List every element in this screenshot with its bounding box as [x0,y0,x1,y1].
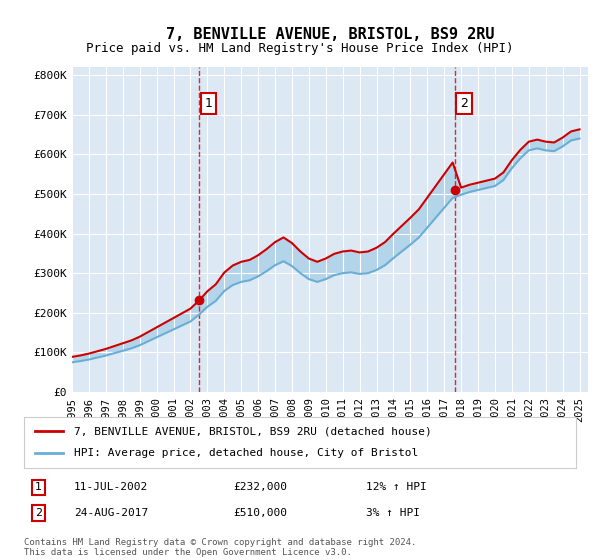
Text: 11-JUL-2002: 11-JUL-2002 [74,482,148,492]
Text: 12% ↑ HPI: 12% ↑ HPI [366,482,427,492]
Text: £510,000: £510,000 [234,508,288,518]
Text: Price paid vs. HM Land Registry's House Price Index (HPI): Price paid vs. HM Land Registry's House … [86,42,514,55]
Text: £232,000: £232,000 [234,482,288,492]
Text: Contains HM Land Registry data © Crown copyright and database right 2024.
This d: Contains HM Land Registry data © Crown c… [24,538,416,557]
Text: 2: 2 [35,508,42,518]
Text: 2: 2 [460,97,468,110]
Text: 3% ↑ HPI: 3% ↑ HPI [366,508,420,518]
Text: 24-AUG-2017: 24-AUG-2017 [74,508,148,518]
Text: HPI: Average price, detached house, City of Bristol: HPI: Average price, detached house, City… [74,449,418,459]
Text: 7, BENVILLE AVENUE, BRISTOL, BS9 2RU (detached house): 7, BENVILLE AVENUE, BRISTOL, BS9 2RU (de… [74,426,431,436]
Text: 1: 1 [205,97,212,110]
Text: 1: 1 [35,482,42,492]
Title: 7, BENVILLE AVENUE, BRISTOL, BS9 2RU: 7, BENVILLE AVENUE, BRISTOL, BS9 2RU [166,27,494,43]
